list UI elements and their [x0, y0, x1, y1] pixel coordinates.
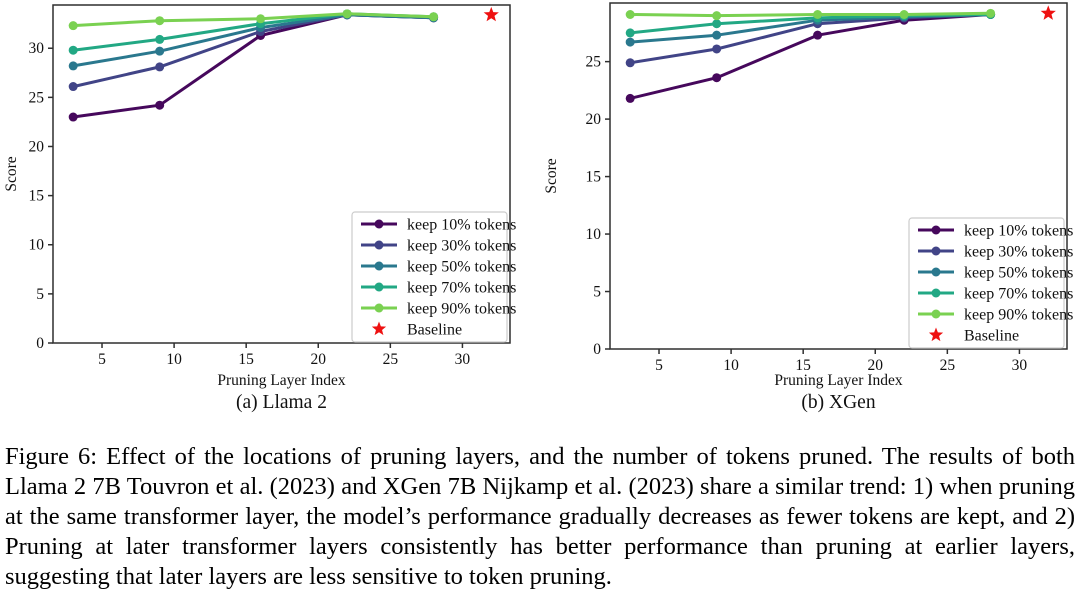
- x-axis-label: Pruning Layer Index: [774, 372, 903, 389]
- x-tick-label: 25: [383, 351, 399, 368]
- series-marker: [712, 11, 722, 21]
- series-marker: [813, 9, 823, 19]
- series-marker: [625, 9, 635, 19]
- x-tick-label: 10: [166, 351, 182, 368]
- y-axis-label: Score: [543, 158, 560, 193]
- llama2-line-chart: 5 10 15 20 25 30 0 5 10 15 20 25 30 Pruning Layer Ind…: [3, 4, 516, 413]
- subplot-title: (a) Llama 2: [236, 392, 327, 413]
- legend-label: keep 10% tokens: [964, 223, 1073, 240]
- x-tick-label: 25: [940, 357, 956, 374]
- legend-label: keep 30% tokens: [407, 238, 516, 255]
- y-tick-label: 5: [593, 284, 601, 301]
- y-tick-label: 5: [36, 286, 44, 303]
- legend-baseline-star-icon: [371, 321, 387, 336]
- x-tick-label: 15: [795, 357, 811, 374]
- y-tick-label: 10: [29, 237, 45, 254]
- y-tick-label: 25: [586, 54, 602, 71]
- legend-label: keep 30% tokens: [964, 244, 1073, 261]
- x-axis-label: Pruning Layer Index: [217, 372, 346, 389]
- legend-label: keep 10% tokens: [407, 217, 516, 234]
- series-marker: [899, 9, 909, 19]
- series-marker: [256, 14, 266, 24]
- legend-marker: [931, 267, 941, 277]
- series-marker: [68, 82, 78, 92]
- legend-marker: [374, 240, 384, 250]
- series-marker: [986, 8, 996, 18]
- charts-row: 5 10 15 20 25 30 0 5 10 15 20 25 30 Pruning Layer Ind…: [0, 0, 1080, 420]
- series-marker: [625, 58, 635, 68]
- series-marker: [68, 112, 78, 122]
- chart-xgen: 5 10 15 20 25 30 0 5 10 15 20 25 Pruning Layer Index…: [540, 0, 1080, 420]
- legend-marker: [931, 288, 941, 298]
- series-marker: [155, 62, 165, 72]
- y-tick-label: 20: [29, 138, 45, 155]
- x-tick-label: 5: [98, 351, 106, 368]
- subplot-title: (b) XGen: [801, 392, 875, 413]
- series-marker: [155, 34, 165, 44]
- series-marker: [625, 28, 635, 38]
- legend-label: keep 70% tokens: [964, 286, 1073, 303]
- y-tick-label: 25: [29, 89, 45, 106]
- legend-label: keep 70% tokens: [407, 280, 516, 297]
- series-marker: [429, 12, 439, 22]
- x-tick-label: 10: [723, 357, 739, 374]
- series-marker: [342, 9, 352, 19]
- y-tick-label: 0: [36, 335, 44, 352]
- legend-label: keep 50% tokens: [964, 265, 1073, 282]
- legend-marker: [374, 282, 384, 292]
- series-marker: [68, 21, 78, 31]
- legend-label: keep 50% tokens: [407, 259, 516, 276]
- x-tick-label: 30: [455, 351, 471, 368]
- x-tick-label: 20: [868, 357, 884, 374]
- series-marker: [68, 45, 78, 55]
- baseline-star-icon: [483, 6, 499, 22]
- legend-marker: [931, 309, 941, 319]
- series-marker: [712, 19, 722, 29]
- y-axis-label: Score: [3, 156, 20, 191]
- y-tick-label: 15: [29, 188, 45, 205]
- series-marker: [625, 93, 635, 103]
- legend-label: Baseline: [964, 328, 1019, 345]
- x-tick-label: 20: [311, 351, 327, 368]
- series-marker: [813, 30, 823, 40]
- legend-marker: [374, 261, 384, 271]
- series-marker: [712, 30, 722, 40]
- series-marker: [155, 46, 165, 56]
- series-marker: [155, 16, 165, 26]
- x-tick-label: 30: [1012, 357, 1028, 374]
- legend-label: Baseline: [407, 322, 462, 339]
- figure-caption: Figure 6: Effect of the locations of pru…: [5, 443, 1075, 590]
- y-tick-label: 10: [586, 226, 602, 243]
- chart-llama2: 5 10 15 20 25 30 0 5 10 15 20 25 30 Pruning Layer Ind…: [0, 0, 540, 420]
- x-tick-label: 5: [655, 357, 663, 374]
- series-marker: [712, 44, 722, 54]
- legend-marker: [374, 303, 384, 313]
- legend-marker: [374, 219, 384, 229]
- series-marker: [712, 73, 722, 83]
- y-tick-label: 15: [586, 169, 602, 186]
- y-tick-label: 30: [29, 40, 45, 57]
- legend-label: keep 90% tokens: [964, 307, 1073, 324]
- series-marker: [155, 100, 165, 110]
- y-tick-label: 20: [586, 111, 602, 128]
- legend-baseline-star-icon: [928, 327, 944, 342]
- legend-label: keep 90% tokens: [407, 301, 516, 318]
- baseline-star-icon: [1040, 5, 1056, 20]
- series-marker: [625, 37, 635, 47]
- xgen-line-chart: 5 10 15 20 25 30 0 5 10 15 20 25 Pruning Layer Index…: [543, 2, 1073, 413]
- y-tick-label: 0: [593, 341, 601, 358]
- x-tick-label: 15: [238, 351, 254, 368]
- series-marker: [68, 61, 78, 71]
- legend-marker: [931, 246, 941, 256]
- legend-marker: [931, 225, 941, 235]
